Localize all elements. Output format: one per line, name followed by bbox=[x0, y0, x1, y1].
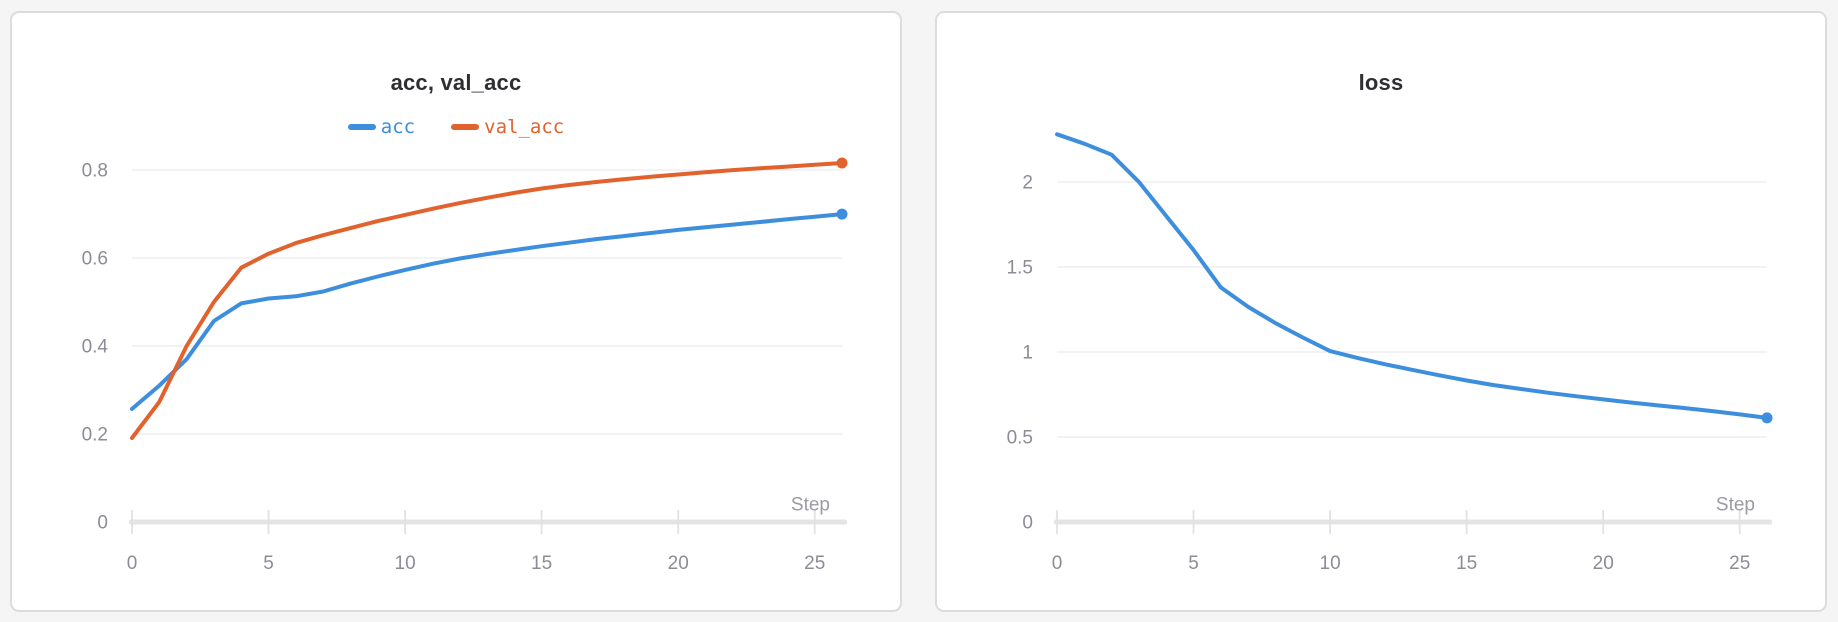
x-tick-label-25: 25 bbox=[1729, 553, 1750, 574]
chart-title-loss: loss bbox=[1358, 70, 1404, 95]
chart-legend: acc val_acc bbox=[12, 116, 900, 138]
y-tick-label-0: 0 bbox=[97, 513, 108, 534]
y-tick-label-0.4: 0.4 bbox=[82, 337, 109, 358]
y-tick-label-0.8: 0.8 bbox=[82, 161, 108, 182]
legend-swatch-val_acc bbox=[451, 124, 480, 130]
series-line-val_acc bbox=[130, 161, 844, 440]
series-line-acc bbox=[130, 212, 844, 411]
y-tick-label-0.5: 0.5 bbox=[1007, 428, 1033, 449]
y-tick-label-1: 1 bbox=[1022, 343, 1033, 364]
legend-item-acc[interactable]: acc bbox=[347, 116, 416, 138]
y-tick-label-1.5: 1.5 bbox=[1007, 258, 1033, 279]
chart-panel-loss[interactable]: loss 0 0.5 1 1.5 2 0 5 10 15 20 25 Step bbox=[935, 11, 1827, 612]
y-tick-label-0.2: 0.2 bbox=[82, 425, 108, 446]
x-tick-label-5: 5 bbox=[263, 553, 274, 574]
legend-label-val_acc: val_acc bbox=[484, 116, 565, 138]
legend-swatch-acc bbox=[347, 124, 376, 130]
x-axis-line bbox=[129, 519, 847, 525]
y-tick-label-0: 0 bbox=[1022, 513, 1033, 534]
x-tick-label-20: 20 bbox=[668, 553, 689, 574]
x-tick-label-20: 20 bbox=[1593, 553, 1614, 574]
x-tick-label-0: 0 bbox=[127, 553, 138, 574]
x-tick-label-5: 5 bbox=[1188, 553, 1199, 574]
x-tick-label-10: 10 bbox=[395, 553, 416, 574]
chart-title-acc-val-acc: acc, val_acc bbox=[390, 70, 522, 95]
x-tick-label-0: 0 bbox=[1052, 553, 1063, 574]
x-tick-label-15: 15 bbox=[531, 553, 552, 574]
series-endpoint-loss bbox=[1761, 412, 1773, 424]
series-line-loss bbox=[1055, 132, 1769, 420]
x-tick-label-25: 25 bbox=[804, 553, 825, 574]
x-tick-label-10: 10 bbox=[1320, 553, 1341, 574]
x-axis-title: Step bbox=[791, 495, 830, 516]
series-endpoint-val_acc bbox=[836, 157, 848, 169]
legend-label-acc: acc bbox=[380, 116, 416, 138]
acc-val-acc-plot-area[interactable]: 0 0.2 0.4 0.6 0.8 0 5 10 15 20 25 Step bbox=[12, 13, 900, 610]
x-tick-label-15: 15 bbox=[1456, 553, 1477, 574]
series-endpoint-acc bbox=[836, 208, 848, 220]
chart-panel-acc-val-acc[interactable]: acc, val_acc acc val_acc 0 0.2 0.4 0.6 0.8 0 5 1… bbox=[10, 11, 902, 612]
x-axis-line bbox=[1054, 519, 1772, 525]
legend-item-val_acc[interactable]: val_acc bbox=[451, 116, 564, 138]
x-axis-title: Step bbox=[1716, 495, 1755, 516]
y-tick-label-0.6: 0.6 bbox=[82, 249, 108, 270]
y-tick-label-2: 2 bbox=[1022, 172, 1033, 193]
